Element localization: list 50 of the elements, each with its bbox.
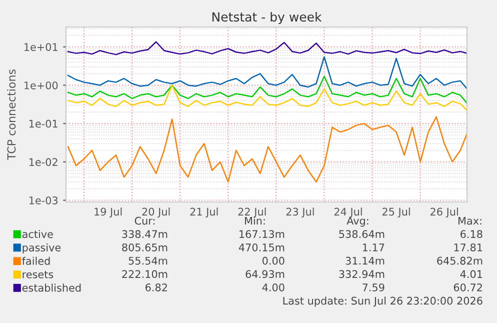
text: 538.64m [339,230,384,238]
legend-label: active [22,230,53,238]
text: 64.93m [246,270,284,278]
chart-title: Netstat - by week [212,12,322,24]
text: 55.54m [128,256,168,265]
line-series [67,41,467,56]
text: 6.18 [460,230,482,238]
text: 222.10m [122,270,168,278]
x-tick-label: 24 Jul [334,208,362,218]
text: 470.15m [238,243,284,252]
text: Min: [245,216,265,225]
text: 0.00 [262,256,284,265]
x-tick-label: 21 Jul [190,208,218,218]
y-tick-label: 1e+00 [24,81,58,90]
x-tick-label: 19 Jul [94,208,122,218]
line-series [67,56,467,90]
text: Avg: [346,216,368,227]
text: 17.81 [454,243,482,252]
text: 1.17 [362,244,384,252]
text: 4.00 [262,283,284,292]
y-axis-title: TCP connections [7,69,16,160]
y-tick-label: 1e-01 [29,120,58,128]
legend-label: resets [22,270,54,278]
text: 7.59 [362,283,384,292]
text: 645.82m [437,256,482,265]
line-series [67,116,467,183]
x-tick-label: 22 Jul [238,208,266,218]
text: 31.14m [346,256,384,265]
line-series [67,84,467,112]
line-series [67,76,467,104]
text: 6.82 [146,283,167,292]
x-tick-label: 26 Jul [430,208,458,218]
legend-label: established [22,284,81,292]
x-tick-label: 20 Jul [142,208,170,218]
y-tick-label: 1e-03 [29,196,58,204]
text: 167.13m [240,230,284,238]
legend-label: failed [22,256,50,265]
y-tick-label: 1e-02 [29,158,58,166]
text: 332.94m [339,270,384,278]
text: 338.47m [122,230,168,238]
legend-label: passive [22,243,61,254]
text: 4.01 [460,270,482,278]
text: 805.65m [122,243,168,252]
y-tick-label: 1e+01 [24,43,58,51]
text: Cur: [134,216,155,225]
text: Last update: Sun Jul 26 23:20:00 2026 [283,296,482,307]
x-tick-label: 25 Jul [382,208,410,218]
x-tick-label: 23 Jul [286,208,314,218]
text: Max: [458,216,482,225]
text: 60.72 [454,283,482,292]
